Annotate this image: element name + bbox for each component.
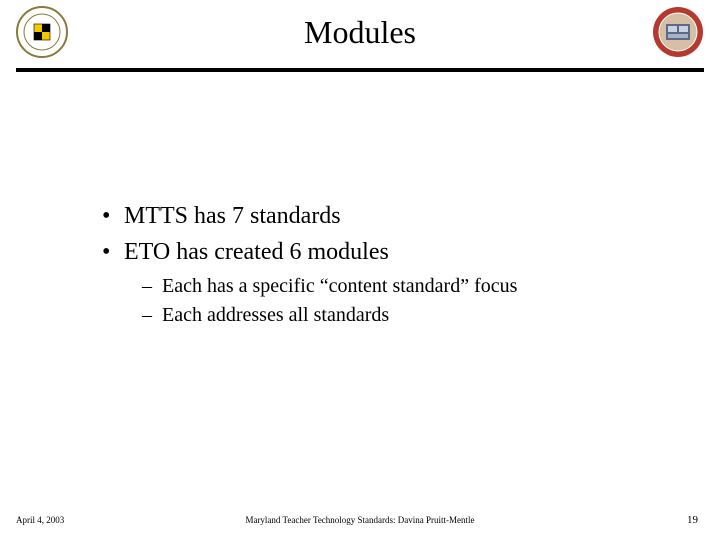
slide-title: Modules [0, 14, 720, 51]
bullet-text: MTTS has 7 standards [124, 200, 341, 232]
bullet-text: ETO has created 6 modules [124, 236, 389, 268]
bullet-text: Each has a specific “content standard” f… [162, 273, 517, 300]
bullet-item: • ETO has created 6 modules [100, 236, 640, 268]
logo-right-badge [652, 6, 704, 58]
slide: Modules • MTTS has 7 standards • ETO has… [0, 0, 720, 540]
bullet-text: Each addresses all standards [162, 302, 389, 329]
slide-header: Modules [0, 0, 720, 68]
sub-bullet-item: – Each addresses all standards [142, 302, 640, 329]
technology-badge-icon [652, 6, 704, 58]
slide-footer: April 4, 2003 Maryland Teacher Technolog… [0, 510, 720, 530]
dash-marker-icon: – [142, 273, 162, 300]
header-divider [16, 68, 704, 72]
slide-body: • MTTS has 7 standards • ETO has created… [100, 200, 640, 331]
sub-bullet-item: – Each has a specific “content standard”… [142, 273, 640, 300]
footer-page-number: 19 [687, 514, 698, 526]
bullet-item: • MTTS has 7 standards [100, 200, 640, 232]
footer-attribution: Maryland Teacher Technology Standards: D… [0, 515, 720, 525]
bullet-marker-icon: • [100, 200, 124, 232]
bullet-marker-icon: • [100, 236, 124, 268]
dash-marker-icon: – [142, 302, 162, 329]
